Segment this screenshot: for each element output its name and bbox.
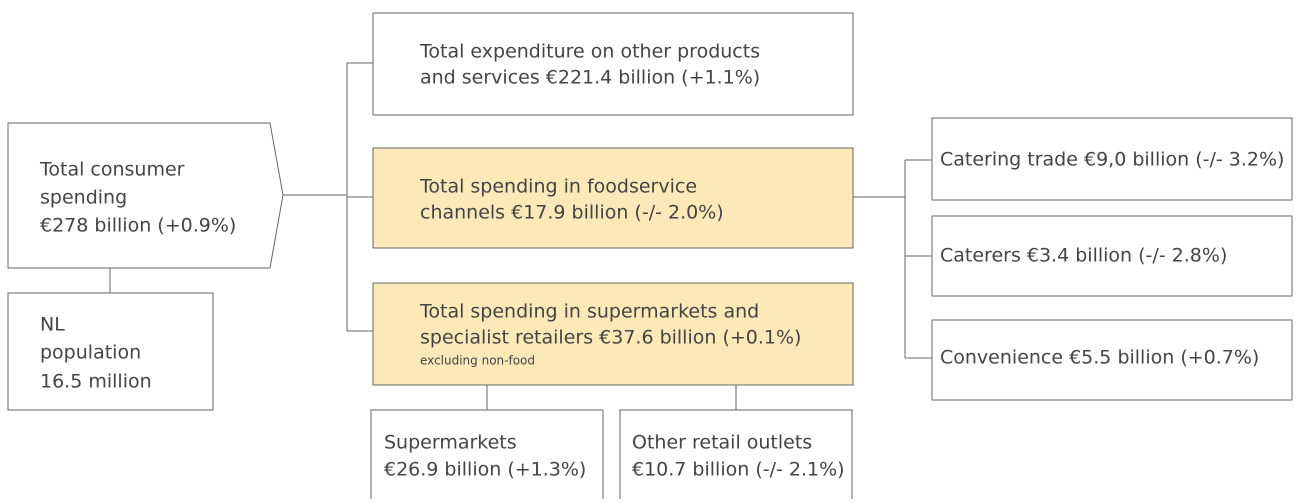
connector — [853, 159, 932, 359]
node-text: €10.7 billion (-/- 2.1%) — [632, 459, 845, 481]
foodservice-node — [372, 147, 854, 249]
node-text: Supermarkets — [384, 432, 517, 454]
node-text: and services €221.4 billion (+1.1%) — [420, 67, 760, 89]
node-text: €26.9 billion (+1.3%) — [384, 459, 586, 481]
node-note: excluding non-food — [420, 354, 535, 368]
node-text: Total spending in foodservice — [419, 176, 697, 198]
node-text: Caterers €3.4 billion (-/- 2.8%) — [940, 245, 1227, 267]
otherretail-node — [619, 409, 853, 503]
node-text: spending — [40, 187, 127, 209]
node-text: NL — [40, 314, 65, 336]
node-text: Total spending in supermarkets and — [419, 301, 759, 323]
node-text: Total consumer — [39, 159, 185, 181]
connector — [486, 385, 737, 410]
node-text: €278 billion (+0.9%) — [40, 215, 236, 237]
caterers-node — [931, 215, 1293, 297]
node-text: Other retail outlets — [632, 432, 812, 454]
node-text: population — [40, 342, 141, 364]
connector — [283, 62, 373, 332]
other-node — [372, 12, 854, 116]
retail-node — [372, 282, 854, 386]
node-text: specialist retailers €37.6 billion (+0.1… — [420, 327, 801, 349]
node-text: Catering trade €9,0 billion (-/- 3.2%) — [940, 149, 1284, 171]
catering-node — [931, 117, 1293, 201]
node-text: 16.5 million — [40, 371, 152, 393]
node-text: channels €17.9 billion (-/- 2.0%) — [420, 202, 724, 224]
total-node — [7, 122, 284, 269]
node-text: Convenience €5.5 billion (+0.7%) — [940, 347, 1259, 369]
convenience-node — [931, 319, 1293, 401]
population-node — [7, 292, 214, 411]
node-text: Total expenditure on other products — [419, 41, 760, 63]
supermarkets-node — [370, 409, 604, 503]
